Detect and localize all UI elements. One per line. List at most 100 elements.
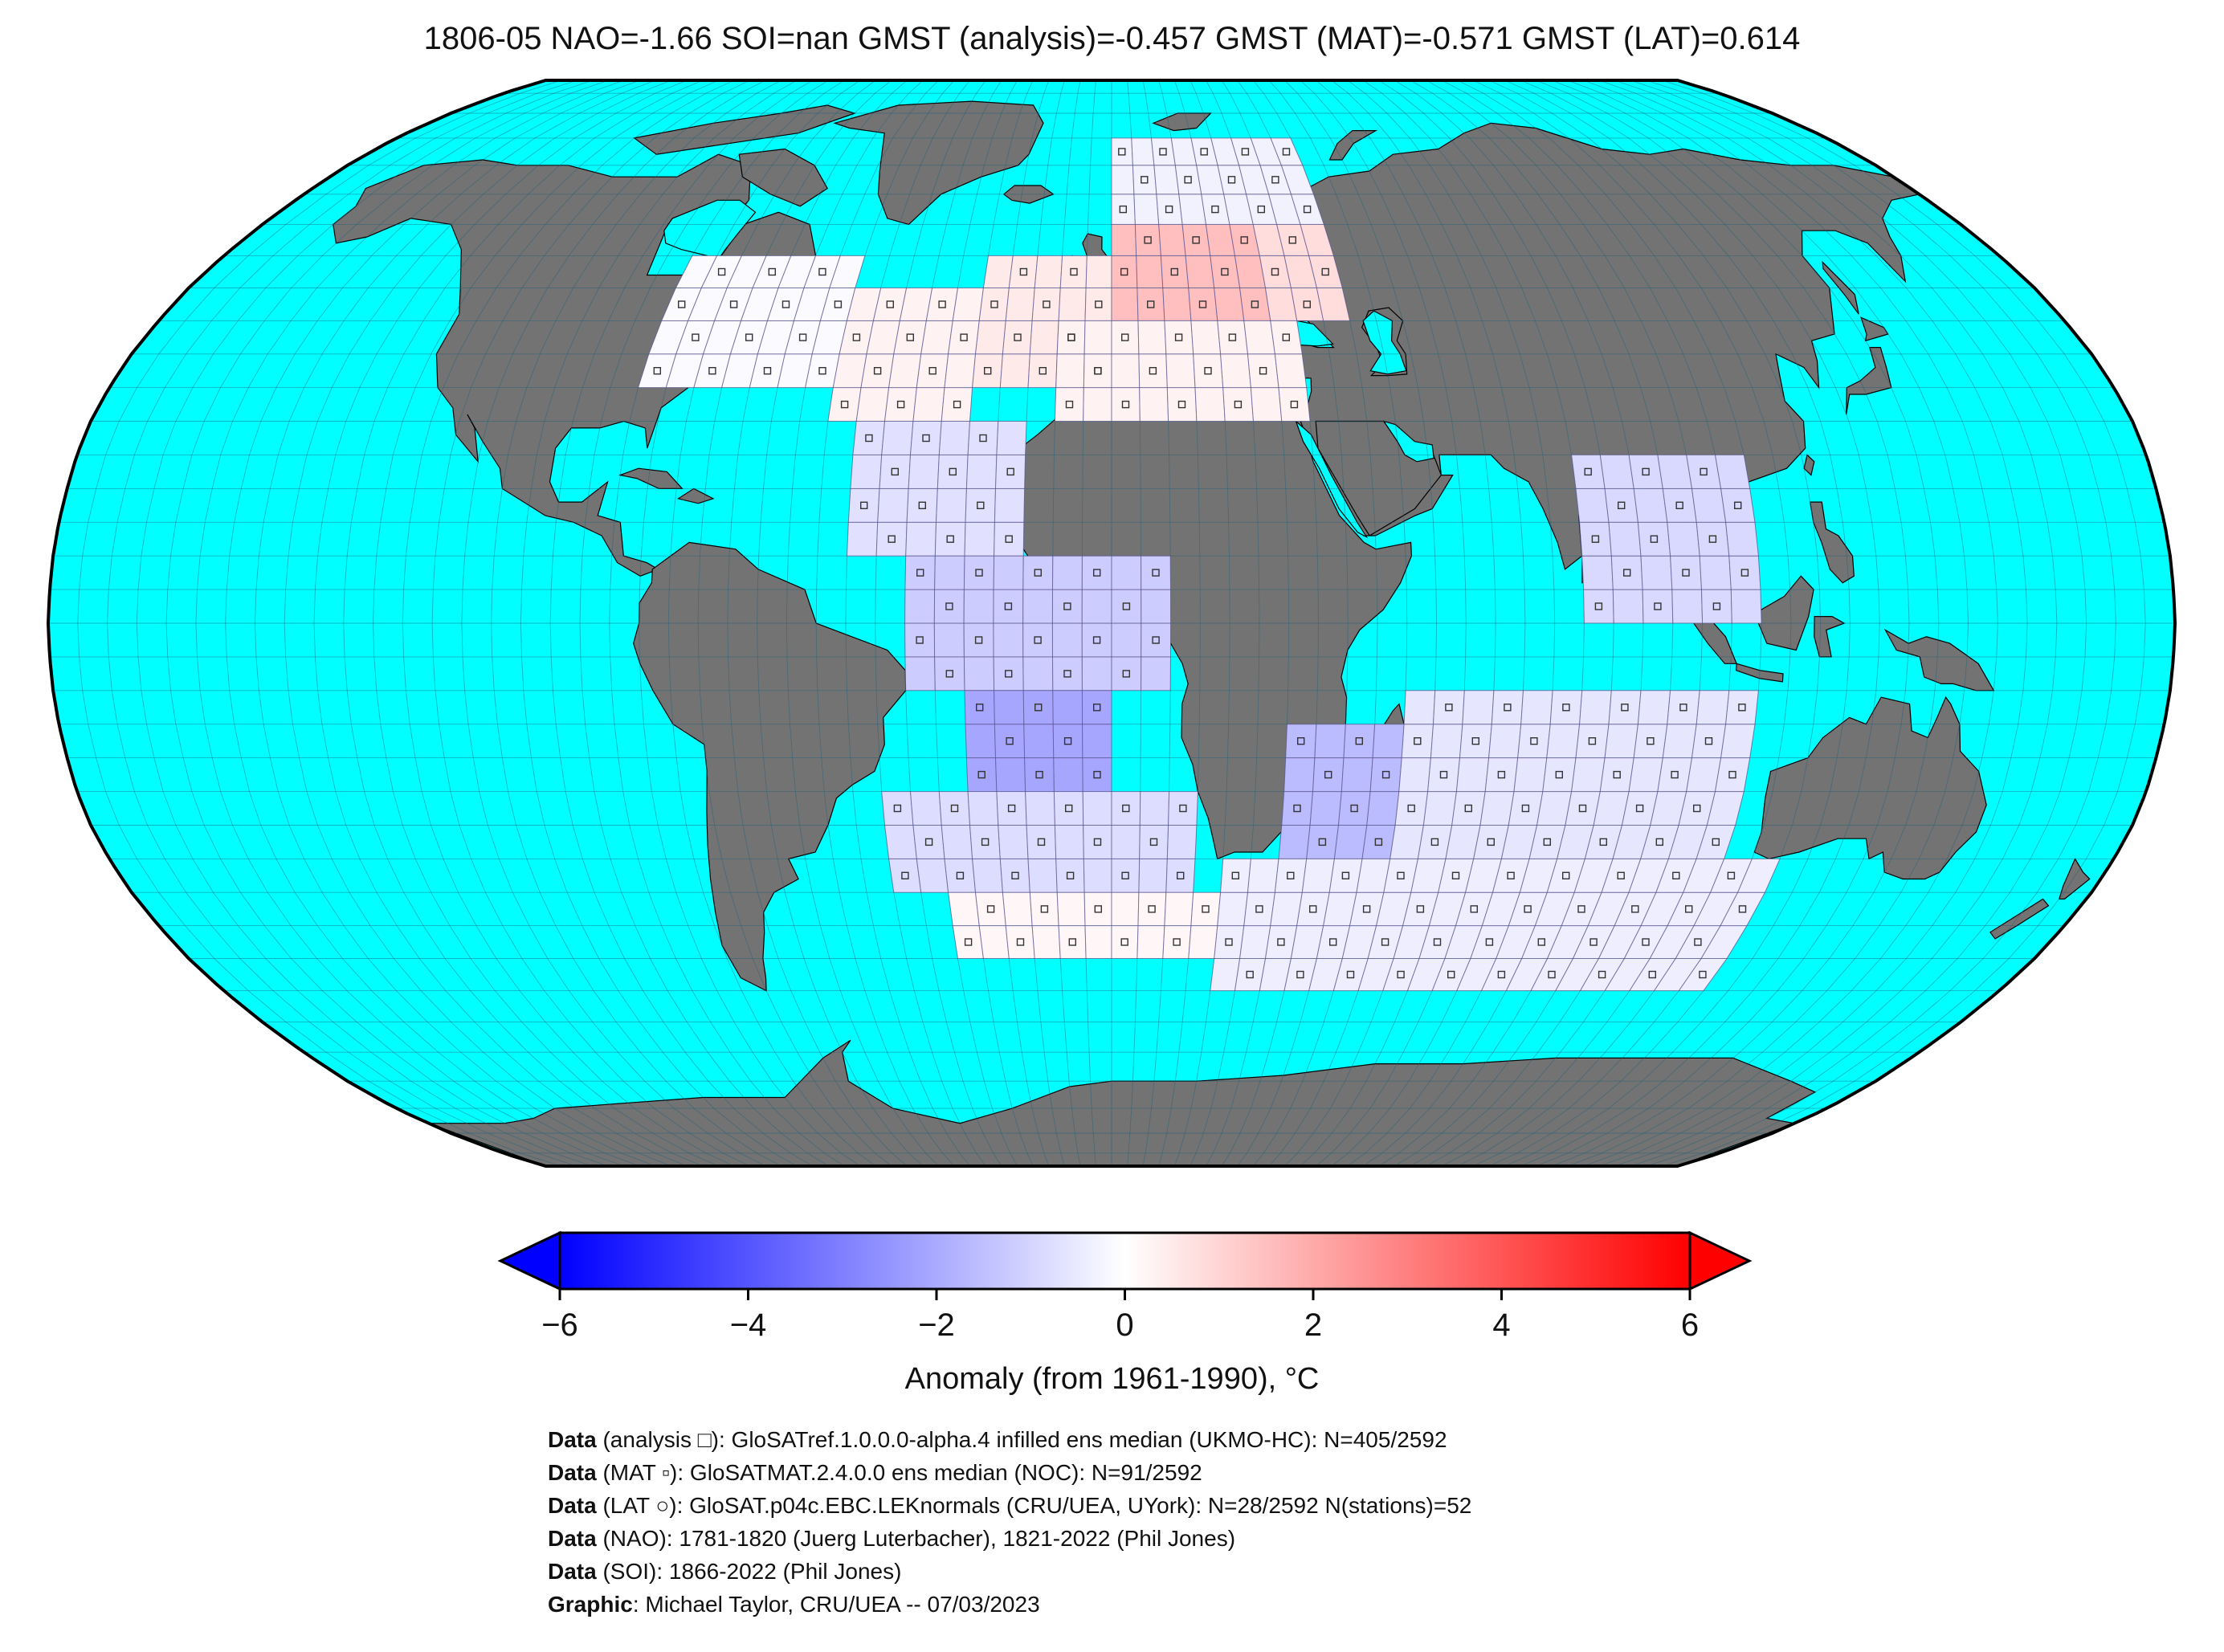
meridian-line xyxy=(1300,80,1467,1166)
observation-marker xyxy=(1200,148,1208,156)
credit-heading: Data xyxy=(548,1559,597,1584)
observation-marker xyxy=(1647,737,1655,745)
observation-marker xyxy=(916,569,924,577)
meridian-line xyxy=(1022,80,1065,1166)
land-novaya-zemlya xyxy=(1328,130,1378,161)
meridian-line xyxy=(904,80,1002,1166)
meridian-line xyxy=(1646,80,2116,1166)
observation-marker xyxy=(1225,938,1233,946)
observation-marker xyxy=(1064,804,1073,813)
observation-marker xyxy=(1094,367,1102,375)
observation-marker xyxy=(1617,871,1625,880)
observation-marker xyxy=(1591,535,1600,543)
observation-marker xyxy=(945,602,953,610)
observation-marker xyxy=(1303,300,1312,308)
colorbar-extend-high xyxy=(1688,1230,1753,1291)
colorbar-tick-label: −6 xyxy=(541,1307,578,1343)
observation-marker xyxy=(1184,176,1192,184)
observation-marker xyxy=(946,535,954,543)
observation-marker xyxy=(1537,938,1546,946)
colorbar-tick-label: −2 xyxy=(918,1307,955,1343)
observation-marker xyxy=(873,367,882,375)
meridian-line xyxy=(1614,80,2058,1166)
meridian-line xyxy=(1473,80,1792,1166)
observation-marker xyxy=(938,300,946,308)
observation-marker xyxy=(1211,205,1219,214)
observation-marker xyxy=(1692,804,1701,813)
meridian-line xyxy=(1488,80,1822,1166)
observation-marker xyxy=(1039,367,1047,375)
observation-marker xyxy=(1290,400,1299,409)
credit-heading: Data xyxy=(548,1460,597,1485)
meridian-line xyxy=(875,80,986,1166)
credit-text: (MAT ▫): GloSATMAT.2.4.0.0 ens median (N… xyxy=(596,1460,1202,1485)
observation-marker xyxy=(1621,704,1629,712)
observation-marker xyxy=(924,838,933,846)
observation-marker xyxy=(1121,400,1130,409)
observation-marker xyxy=(922,434,930,443)
observation-marker xyxy=(717,267,726,276)
observation-marker xyxy=(1282,148,1291,156)
observation-marker xyxy=(1303,205,1312,214)
observation-marker xyxy=(986,905,995,913)
meridian-line xyxy=(667,80,876,1166)
observation-marker xyxy=(1246,970,1254,979)
meridian-line xyxy=(284,80,672,1166)
anomaly-cell xyxy=(829,255,866,288)
meridian-line xyxy=(1661,80,2146,1166)
observation-marker xyxy=(1584,467,1592,476)
observation-marker xyxy=(1577,905,1585,913)
meridian-line xyxy=(549,80,814,1166)
meridian-line xyxy=(963,80,1034,1166)
meridian-line xyxy=(1051,80,1081,1166)
observation-marker xyxy=(1471,737,1480,745)
observation-marker xyxy=(1034,704,1043,712)
observation-marker xyxy=(1092,636,1101,644)
observation-marker xyxy=(1152,569,1160,577)
meridian-line xyxy=(254,80,656,1166)
observation-marker xyxy=(692,333,700,341)
observation-marker xyxy=(1635,804,1644,813)
map-border xyxy=(46,79,2177,1168)
meridian-line xyxy=(1583,80,1998,1166)
observation-marker xyxy=(1397,871,1405,880)
anomaly-cell xyxy=(1725,690,1759,725)
observation-marker xyxy=(1341,871,1350,880)
observation-marker xyxy=(1255,905,1263,913)
observation-marker xyxy=(896,400,905,409)
observation-marker xyxy=(1277,938,1285,946)
credit-line: Graphic: Michael Taylor, CRU/UEA -- 07/0… xyxy=(548,1588,2154,1621)
land-borneo xyxy=(1754,575,1814,651)
observation-marker xyxy=(653,367,661,375)
observation-marker xyxy=(818,267,826,276)
observation-marker xyxy=(1063,670,1071,678)
observation-marker xyxy=(1040,905,1049,913)
colorbar-bar xyxy=(558,1231,1691,1291)
colorbar-tick-label: 6 xyxy=(1681,1307,1699,1343)
observation-marker xyxy=(1324,770,1332,779)
meridian-line xyxy=(609,80,845,1166)
observation-marker xyxy=(1016,938,1025,946)
anomaly-cell xyxy=(1736,858,1781,893)
observation-marker xyxy=(1120,267,1128,276)
land-baffin-island xyxy=(738,148,828,207)
observation-marker xyxy=(1708,535,1717,543)
persian-gulf xyxy=(1382,420,1434,463)
meridian-line xyxy=(1567,80,1969,1166)
observation-marker xyxy=(840,400,849,409)
meridian-line xyxy=(343,80,704,1166)
observation-marker xyxy=(901,871,909,880)
observation-marker xyxy=(1374,838,1383,846)
observation-marker xyxy=(1414,737,1422,745)
credit-line: Data (MAT ▫): GloSATMAT.2.4.0.0 ens medi… xyxy=(548,1456,2154,1489)
anomaly-cell xyxy=(1081,690,1112,725)
observation-marker xyxy=(1524,905,1532,913)
observation-marker xyxy=(1234,400,1243,409)
observation-marker xyxy=(1433,938,1442,946)
meridian-line xyxy=(1237,80,1349,1166)
observation-marker xyxy=(886,300,895,308)
observation-marker xyxy=(1642,467,1650,476)
observation-marker xyxy=(1598,970,1606,979)
observation-marker xyxy=(1321,267,1329,276)
meridian-line xyxy=(431,80,750,1166)
